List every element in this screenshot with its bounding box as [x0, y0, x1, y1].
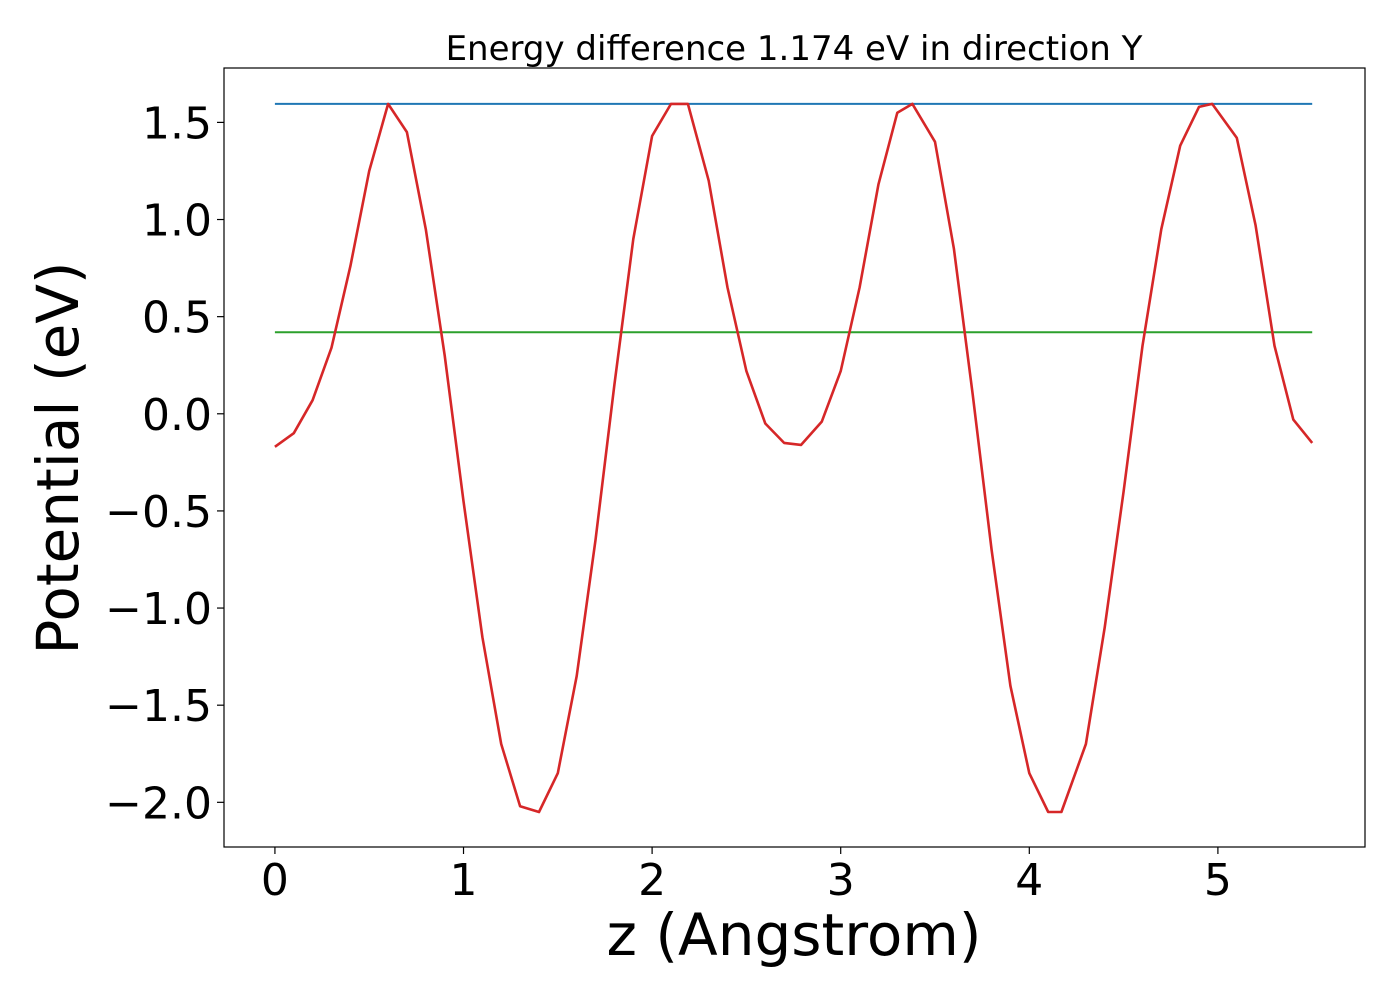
- y-tick-label: 1.5: [142, 98, 212, 149]
- x-tick-label: 4: [1015, 855, 1043, 906]
- y-tick-label: −0.5: [105, 487, 212, 538]
- x-axis-label: z (Angstrom): [607, 901, 982, 969]
- plot-frame: [223, 67, 1366, 848]
- y-tick-label: 0.5: [142, 293, 212, 344]
- y-axis: −2.0 −1.5 −1.0 −0.5 0.0 0.5 1.0 1.5: [105, 98, 224, 829]
- x-tick-label: 3: [827, 855, 855, 906]
- plot-area: [274, 102, 1314, 814]
- y-tick-label: −1.0: [105, 584, 212, 635]
- chart-title: Energy difference 1.174 eV in direction …: [446, 29, 1143, 69]
- x-tick-label: 2: [638, 855, 666, 906]
- y-axis-label: Potential (eV): [24, 261, 92, 654]
- y-tick-label: −1.5: [105, 681, 212, 732]
- x-axis: 0 1 2 3 4 5: [261, 847, 1232, 906]
- x-tick-label: 0: [261, 855, 289, 906]
- x-tick-label: 1: [450, 855, 478, 906]
- x-tick-label: 5: [1204, 855, 1232, 906]
- y-tick-label: −2.0: [105, 778, 212, 829]
- y-tick-label: 1.0: [142, 196, 212, 247]
- series-line-3: [274, 102, 1314, 814]
- y-tick-label: 0.0: [142, 390, 212, 441]
